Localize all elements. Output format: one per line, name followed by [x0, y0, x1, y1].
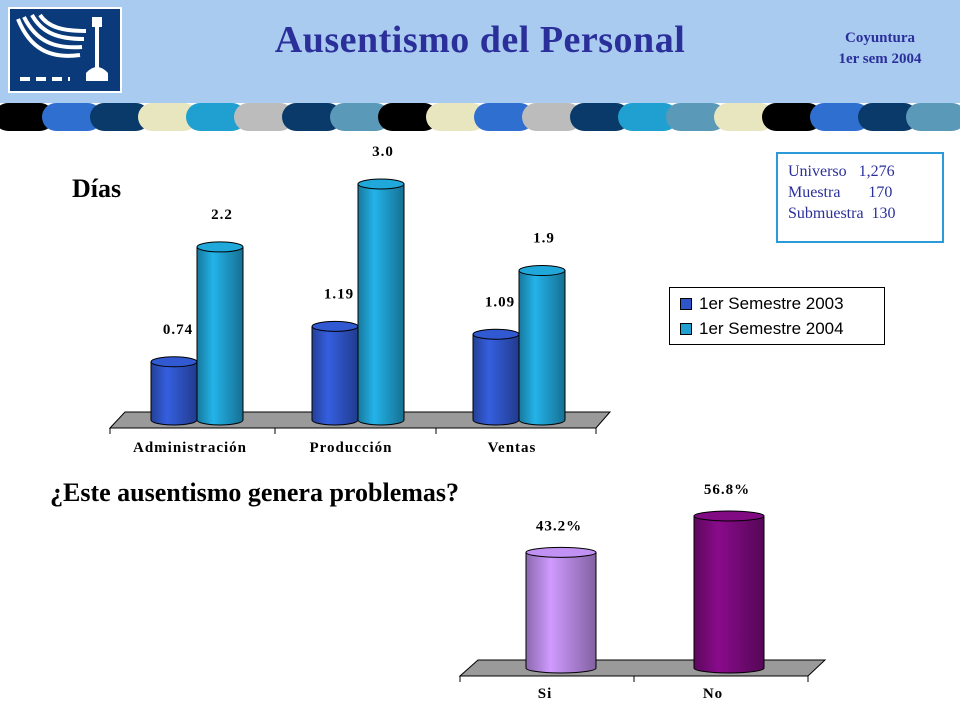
- chart-1-title: Días: [72, 174, 122, 203]
- data-label-2004-0: 2.2: [211, 207, 233, 223]
- data-label-2004-2: 1.9: [533, 231, 555, 247]
- data-label-2003-1: 1.19: [324, 286, 354, 302]
- band-pill: [186, 103, 246, 131]
- x-tick-1: No: [703, 686, 723, 702]
- submuestra-text: Submuestra 130: [788, 205, 896, 222]
- data-label-2004-1: 3.0: [372, 144, 394, 160]
- band-pill: [570, 103, 630, 131]
- page-title: Ausentismo del Personal: [274, 19, 686, 61]
- band-pill: [426, 103, 486, 131]
- legend-item-2004: 1er Semestre 2004: [680, 316, 884, 341]
- legend-label-2004: 1er Semestre 2004: [699, 318, 844, 338]
- band-pill: [0, 103, 54, 131]
- data-label-2003-0: 0.74: [163, 322, 193, 338]
- data-label-1: 56.8%: [704, 482, 750, 498]
- legend-swatch-2004: [680, 322, 692, 335]
- data-label-2003-2: 1.09: [485, 294, 515, 310]
- decorative-band: [0, 103, 960, 131]
- header-bar: Ausentismo del Personal Coyuntura 1er se…: [0, 0, 960, 103]
- band-pill: [858, 103, 918, 131]
- x-tick-1: Producción: [309, 440, 392, 456]
- band-pill: [714, 103, 774, 131]
- band-pill: [666, 103, 726, 131]
- band-pill: [234, 103, 294, 131]
- band-pill: [282, 103, 342, 131]
- band-pill: [378, 103, 438, 131]
- sample-info-box: Universo 1,276 Muestra 170 Submuestra 13…: [776, 152, 944, 243]
- bar-no: [693, 510, 765, 674]
- bar-2004-1: [357, 178, 405, 426]
- band-pill: [906, 103, 960, 131]
- band-pill: [330, 103, 390, 131]
- band-pill: [474, 103, 534, 131]
- universo-text: Universo 1,276: [788, 163, 895, 180]
- bar-2003-0: [150, 356, 198, 426]
- legend-label-2003: 1er Semestre 2003: [699, 293, 844, 313]
- band-pill: [618, 103, 678, 131]
- legend-item-2003: 1er Semestre 2003: [680, 291, 884, 316]
- band-pill: [90, 103, 150, 131]
- bar-2003-1: [311, 320, 359, 426]
- band-pill: [522, 103, 582, 131]
- band-pill: [762, 103, 822, 131]
- x-tick-0: Administración: [133, 440, 247, 456]
- bar-2004-0: [196, 241, 244, 426]
- legend-swatch-2003: [680, 297, 692, 310]
- chart-2-title: ¿Este ausentismo genera problemas?: [50, 478, 460, 507]
- band-pill: [810, 103, 870, 131]
- chart-2-floor: [458, 659, 827, 677]
- band-pill: [138, 103, 198, 131]
- bar-2004-2: [518, 265, 566, 426]
- chart-1-floor: [108, 411, 612, 429]
- period-line-2: 1er sem 2004: [838, 51, 922, 67]
- period-label: Coyuntura 1er sem 2004: [800, 28, 960, 70]
- muestra-text: Muestra 170: [788, 184, 893, 201]
- x-tick-2: Ventas: [488, 440, 537, 456]
- company-logo: [8, 7, 122, 93]
- band-pill: [42, 103, 102, 131]
- bar-si: [525, 546, 597, 674]
- chart-1-legend: 1er Semestre 2003 1er Semestre 2004: [669, 287, 885, 345]
- data-label-0: 43.2%: [536, 518, 582, 534]
- x-tick-0: Si: [538, 686, 553, 702]
- period-line-1: Coyuntura: [844, 30, 915, 46]
- bar-2003-2: [472, 328, 520, 426]
